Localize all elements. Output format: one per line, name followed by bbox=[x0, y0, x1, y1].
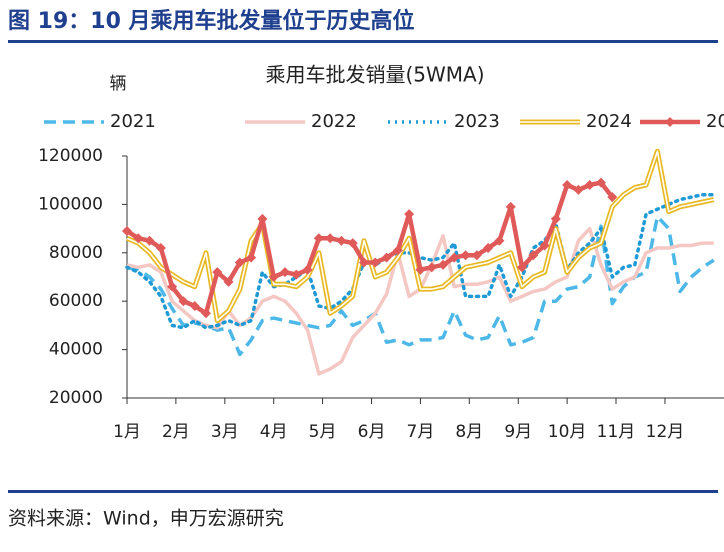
series-line bbox=[126, 148, 715, 324]
point-marker bbox=[223, 276, 234, 287]
point-marker bbox=[471, 250, 482, 261]
title-rule bbox=[8, 40, 718, 43]
point-marker bbox=[528, 250, 539, 261]
point-marker bbox=[381, 252, 392, 263]
legend-marker bbox=[665, 117, 675, 127]
point-marker bbox=[483, 242, 494, 253]
point-marker bbox=[449, 252, 460, 263]
point-marker bbox=[155, 242, 166, 253]
point-marker bbox=[122, 226, 132, 237]
point-marker bbox=[404, 209, 415, 220]
point-marker bbox=[347, 238, 358, 249]
source-note: 资料来源：Wind，申万宏源研究 bbox=[8, 508, 284, 530]
point-marker bbox=[325, 233, 336, 244]
point-marker bbox=[505, 201, 516, 212]
y-axis-label: 辆 bbox=[110, 74, 127, 94]
point-marker bbox=[234, 257, 245, 268]
point-marker bbox=[133, 233, 144, 244]
footer-rule bbox=[8, 490, 718, 493]
point-marker bbox=[426, 262, 437, 273]
legend-label: 2023 bbox=[454, 111, 500, 132]
series-line bbox=[126, 214, 715, 357]
point-marker bbox=[189, 301, 200, 312]
point-marker bbox=[257, 213, 268, 224]
point-marker bbox=[460, 250, 471, 261]
point-marker bbox=[516, 262, 527, 273]
point-marker bbox=[494, 235, 505, 246]
point-marker bbox=[573, 184, 584, 195]
y-tick-label: 20000 bbox=[49, 388, 103, 408]
point-marker bbox=[144, 235, 155, 246]
point-marker bbox=[370, 257, 381, 268]
y-tick-label: 40000 bbox=[49, 340, 103, 360]
point-marker bbox=[539, 240, 550, 251]
point-marker bbox=[595, 177, 606, 188]
chart-title: 乘用车批发销量(5WMA) bbox=[265, 63, 484, 87]
point-marker bbox=[167, 281, 178, 292]
legend-label: 2021 bbox=[110, 111, 156, 132]
series-line bbox=[125, 192, 716, 330]
x-tick-label: 6月 bbox=[358, 422, 386, 442]
x-tick-label: 9月 bbox=[504, 422, 532, 442]
point-marker bbox=[246, 252, 257, 263]
x-tick-label: 11月 bbox=[597, 422, 636, 442]
legend-label: 2024 bbox=[586, 111, 632, 132]
point-marker bbox=[437, 259, 448, 270]
point-marker bbox=[550, 213, 561, 224]
point-marker bbox=[392, 245, 403, 256]
x-tick-label: 3月 bbox=[211, 422, 239, 442]
x-tick-label: 12月 bbox=[646, 422, 685, 442]
point-marker bbox=[200, 308, 211, 319]
legend-label: 2022 bbox=[311, 111, 357, 132]
point-marker bbox=[291, 269, 302, 280]
point-marker bbox=[336, 235, 347, 246]
y-tick-label: 80000 bbox=[49, 243, 103, 263]
point-marker bbox=[212, 267, 223, 278]
x-tick-label: 4月 bbox=[260, 422, 288, 442]
point-marker bbox=[302, 264, 313, 275]
series-line bbox=[125, 180, 615, 316]
x-tick-label: 5月 bbox=[309, 422, 337, 442]
point-marker bbox=[584, 180, 595, 191]
x-tick-label: 1月 bbox=[113, 422, 141, 442]
point-marker bbox=[268, 272, 279, 282]
point-marker bbox=[358, 257, 369, 268]
x-tick-label: 7月 bbox=[407, 422, 435, 442]
x-tick-label: 10月 bbox=[548, 422, 587, 442]
y-tick-label: 60000 bbox=[49, 291, 103, 311]
page-title: 图 19：10 月乘用车批发量位于历史高位 bbox=[8, 8, 415, 34]
point-marker bbox=[415, 264, 426, 275]
series-line-inner bbox=[126, 150, 714, 322]
x-tick-label: 8月 bbox=[455, 422, 483, 442]
x-tick-label: 2月 bbox=[162, 422, 190, 442]
point-marker bbox=[562, 180, 573, 191]
point-marker bbox=[607, 192, 618, 203]
y-tick-label: 100000 bbox=[38, 194, 103, 214]
y-tick-label: 120000 bbox=[38, 146, 103, 166]
point-marker bbox=[279, 267, 290, 278]
legend-label: 2025 bbox=[706, 111, 724, 132]
point-marker bbox=[178, 296, 189, 307]
point-marker bbox=[313, 233, 324, 244]
